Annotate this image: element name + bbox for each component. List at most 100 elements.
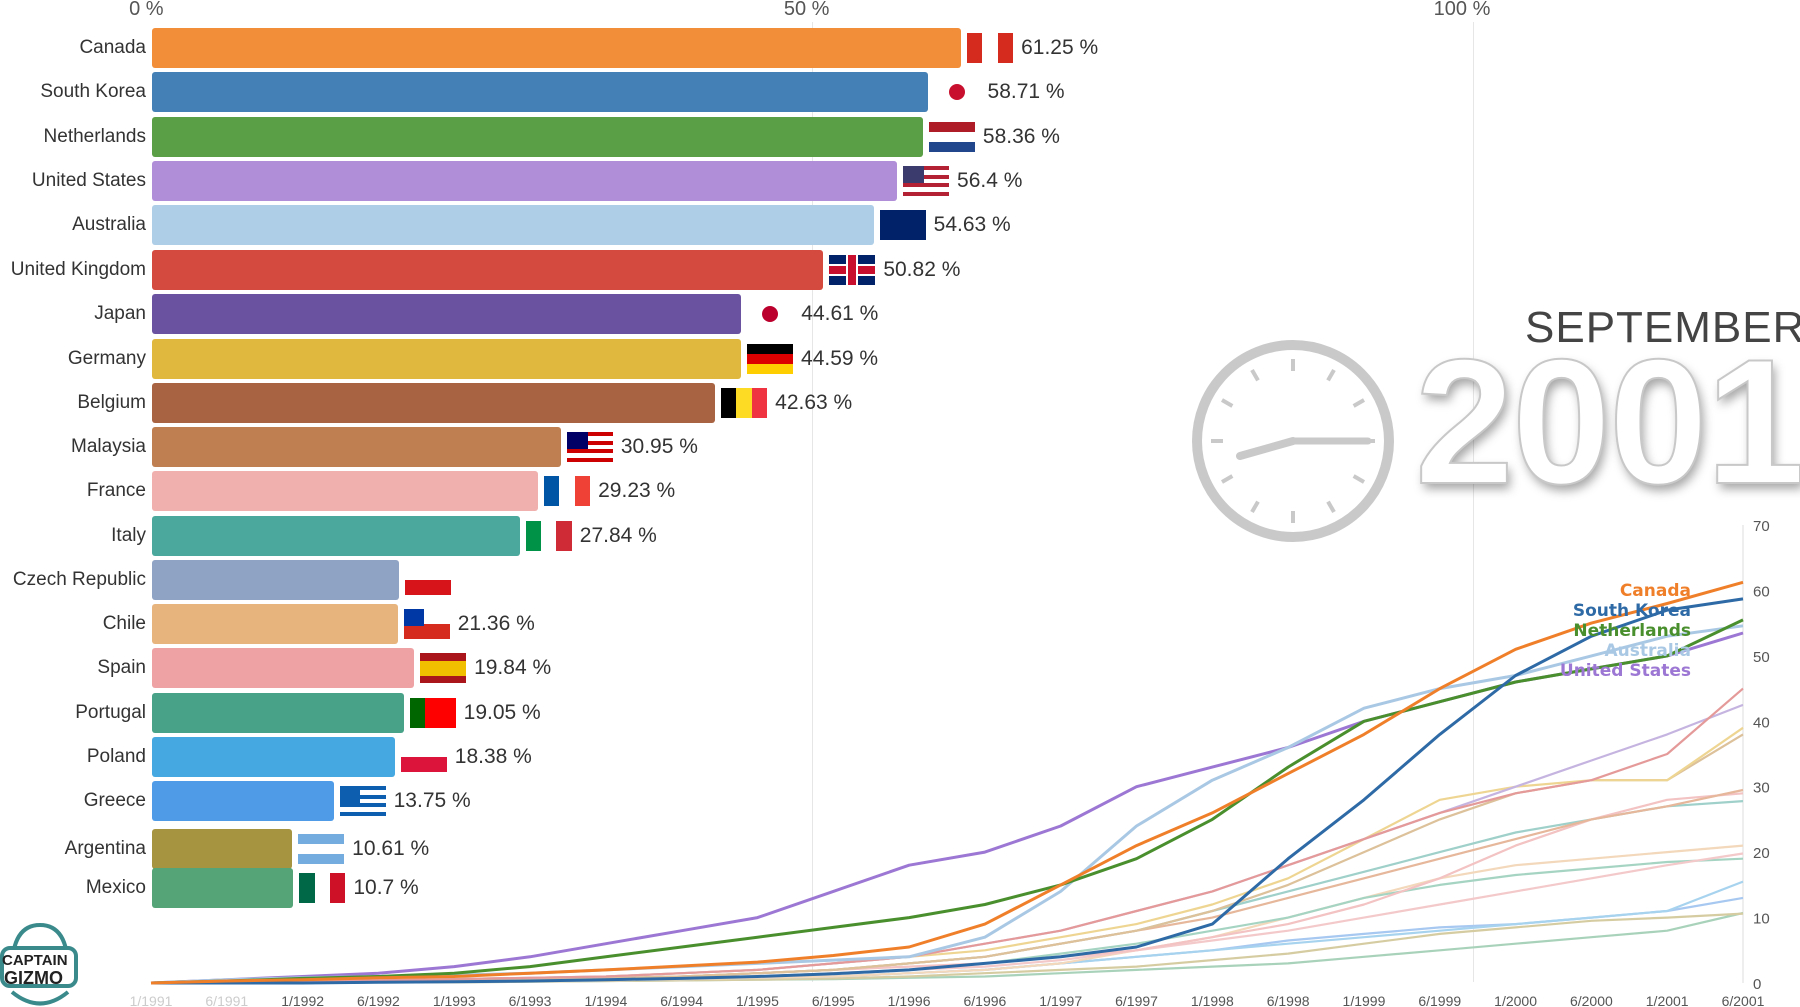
x-tick-label: 1/1991: [130, 993, 173, 1007]
bar-value: 44.61 %: [801, 302, 879, 325]
x-tick-label: 6/1992: [357, 993, 400, 1007]
united-kingdom-flag-icon: [829, 255, 876, 285]
x-tick-label: 6/1998: [1267, 993, 1310, 1007]
gridline-50: [812, 22, 813, 982]
y-tick-label: 10: [1753, 911, 1770, 928]
y-tick-label: 60: [1753, 583, 1770, 600]
bar-netherlands: [152, 117, 923, 157]
poland-flag-icon: [400, 742, 447, 772]
bar-row-chile: Chile 21.36 %: [0, 604, 1800, 644]
bar-label: Canada: [79, 37, 146, 58]
date-year: 2001: [1414, 322, 1800, 521]
series-label: South Korea: [1573, 601, 1691, 621]
axis-tick-0: 0 %: [129, 0, 164, 20]
bar-row-poland: Poland 18.38 %: [0, 737, 1800, 777]
gridline-100: [1473, 22, 1474, 982]
x-tick-label: 1/1997: [1039, 993, 1082, 1007]
series-label: Canada: [1620, 581, 1691, 601]
bar-row-mexico: Mexico 10.7 %: [0, 868, 1800, 908]
bar-row-australia: Australia 54.63 %: [0, 205, 1800, 245]
bar-label: Japan: [94, 303, 146, 324]
bar-row-spain: Spain 19.84 %: [0, 648, 1800, 688]
bar-poland: [152, 737, 395, 777]
x-tick-label: 6/1991: [205, 993, 248, 1007]
x-tick-label: 1/1998: [1191, 993, 1234, 1007]
bar-label: Chile: [102, 613, 146, 634]
x-tick-label: 6/1996: [963, 993, 1006, 1007]
bar-row-united-kingdom: United Kingdom 50.82 %: [0, 250, 1800, 290]
bar-value: 44.59 %: [801, 347, 879, 370]
date-month: SEPTEMBER: [1525, 303, 1800, 352]
mexico-flag-icon: [299, 873, 346, 903]
axis-tick-50: 50 %: [783, 0, 830, 20]
bar-value: 13.75 %: [393, 789, 471, 812]
bar-belgium: [152, 383, 716, 423]
bar-malaysia: [152, 427, 561, 467]
portugal-flag-icon: [409, 698, 456, 728]
bar-label: Spain: [97, 657, 146, 678]
bar-south-korea: [152, 72, 928, 112]
bar-label: Mexico: [85, 877, 146, 898]
japan-flag-icon: [747, 299, 794, 329]
bar-row-portugal: Portugal 19.05 %: [0, 693, 1800, 733]
bar-spain: [152, 648, 415, 688]
bar-value: 54.63 %: [933, 213, 1011, 236]
bar-label: Czech Republic: [12, 569, 146, 590]
bar-label: United Kingdom: [10, 259, 146, 280]
bar-row-canada: Canada 61.25 %: [0, 28, 1800, 68]
y-tick-label: 0: [1753, 976, 1761, 993]
line-series-south-korea: [151, 597, 1744, 985]
greece-flag-icon: [339, 786, 386, 816]
czech-republic-flag-icon: [405, 565, 452, 595]
argentina-flag-icon: [298, 834, 345, 864]
bar-germany: [152, 339, 742, 379]
x-tick-label: 1/2001: [1646, 993, 1689, 1007]
bar-value: 10.7 %: [353, 876, 419, 899]
netherlands-flag-icon: [928, 122, 975, 152]
bar-australia: [152, 205, 874, 245]
canada-flag-icon: [967, 33, 1014, 63]
bar-label: South Korea: [40, 81, 146, 102]
bar-label: Malaysia: [71, 436, 146, 457]
series-label: United States: [1560, 661, 1691, 681]
line-series-united-kingdom: [151, 687, 1744, 985]
south-korea-flag-icon: [933, 77, 980, 107]
x-tick-label: 1/2000: [1494, 993, 1537, 1007]
x-tick-label: 1/1994: [584, 993, 627, 1007]
x-tick-label: 6/2001: [1722, 993, 1765, 1007]
bar-label: Netherlands: [43, 126, 146, 147]
bar-label: Australia: [72, 214, 146, 235]
australia-flag-icon: [879, 210, 926, 240]
bar-value: 50.82 %: [883, 258, 961, 281]
bar-row-belgium: Belgium 42.63 %: [0, 383, 1800, 423]
bar-value: 61.25 %: [1021, 36, 1099, 59]
bar-czech-republic: [152, 560, 400, 600]
bar-value: 29.23 %: [598, 479, 676, 502]
bar-value: 19.84 %: [474, 656, 552, 679]
italy-flag-icon: [525, 521, 572, 551]
x-tick-label: 6/1997: [1115, 993, 1158, 1007]
bar-value: 56.4 %: [957, 169, 1023, 192]
y-tick-label: 20: [1753, 845, 1770, 862]
bar-row-france: France 29.23 %: [0, 471, 1800, 511]
bar-value: 42.63 %: [775, 391, 853, 414]
x-tick-label: 1/1993: [433, 993, 476, 1007]
bar-italy: [152, 516, 520, 556]
axis-tick-100: 100 %: [1433, 0, 1491, 20]
x-tick-label: 6/2000: [1570, 993, 1613, 1007]
line-series-canada: [150, 580, 1744, 985]
captain-gizmo-logo: CAPTAIN GIZMO: [0, 920, 80, 1007]
x-tick-label: 1/1995: [736, 993, 779, 1007]
bar-value: 58.36 %: [982, 125, 1060, 148]
bar-greece: [152, 781, 334, 821]
bar-value: 30.95 %: [620, 435, 698, 458]
y-tick-label: 50: [1753, 649, 1770, 666]
bar-value: 21.36 %: [457, 612, 535, 635]
bar-row-argentina: Argentina 10.61 %: [0, 829, 1800, 869]
france-flag-icon: [544, 476, 591, 506]
bar-row-malaysia: Malaysia 30.95 %: [0, 427, 1800, 467]
logo-line1: CAPTAIN: [2, 952, 68, 969]
bar-row-south-korea: South Korea 58.71 %: [0, 72, 1800, 112]
bar-value: 10.61 %: [352, 837, 430, 860]
